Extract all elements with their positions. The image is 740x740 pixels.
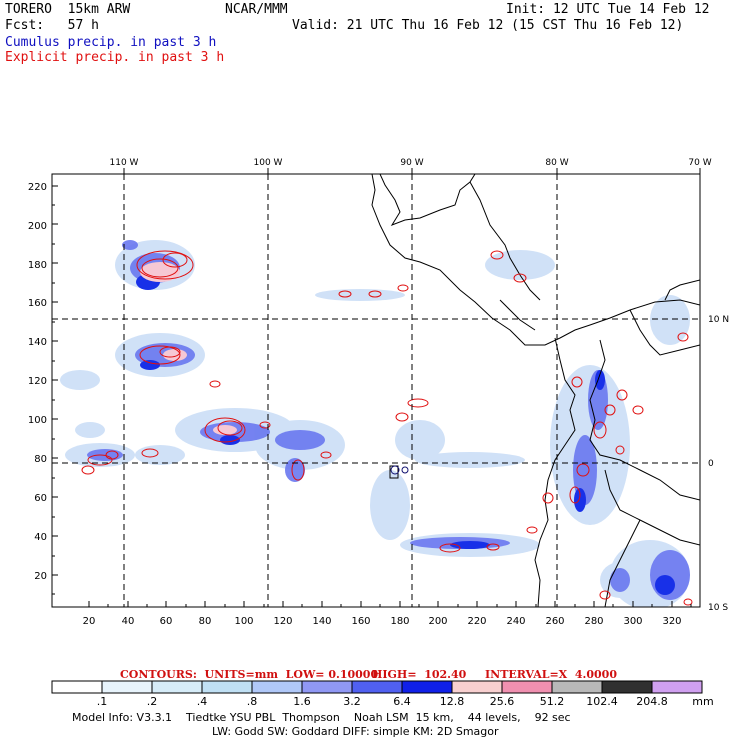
x-tick-label: 140 [312, 616, 331, 627]
x-tick-label: 20 [83, 616, 96, 627]
colorbar-label: 51.2 [539, 695, 565, 708]
colorbar-swatch [501, 680, 553, 694]
legend-cumulus: Cumulus precip. in past 3 h [5, 35, 217, 50]
legend-explicit: Explicit precip. in past 3 h [5, 50, 225, 65]
organization-label: NCAR/MMM [225, 2, 288, 17]
lat-label-10n: 10 N [708, 315, 729, 325]
y-tick-label: 160 [28, 298, 47, 309]
x-tick-label: 80 [199, 616, 212, 627]
colorbar-swatch [251, 680, 303, 694]
explicit-precip-contours [81, 250, 693, 606]
lon-label-80w: 80 W [545, 158, 568, 168]
colorbar-label: .4 [196, 695, 208, 708]
forecast-hour: Fcst: 57 h [5, 18, 99, 33]
y-tick-label: 180 [28, 260, 47, 271]
x-tick-label: 60 [160, 616, 173, 627]
x-tick-label: 220 [467, 616, 486, 627]
colorbar-swatch [301, 680, 353, 694]
y-tick-label: 100 [28, 415, 47, 426]
map-frame [51, 173, 701, 608]
colorbar-swatch [451, 680, 503, 694]
y-axis-ticks [52, 185, 58, 595]
x-tick-label: 300 [623, 616, 642, 627]
colorbar-swatch [51, 680, 103, 694]
lon-label-110w: 110 W [110, 158, 139, 168]
y-tick-label: 140 [28, 337, 47, 348]
colorbar [51, 680, 703, 694]
lon-label-90w: 90 W [400, 158, 423, 168]
x-tick-label: 280 [584, 616, 603, 627]
y-tick-label: 40 [34, 532, 47, 543]
y-tick-label: 80 [34, 454, 47, 465]
init-time: Init: 12 UTC Tue 14 Feb 12 [506, 2, 710, 17]
colorbar-label: 3.2 [343, 695, 361, 708]
colorbar-label: 1.6 [293, 695, 311, 708]
model-title: TORERO 15km ARW [5, 2, 131, 17]
colorbar-swatch [601, 680, 653, 694]
x-tick-label: 100 [234, 616, 253, 627]
colorbar-swatch [101, 680, 153, 694]
colorbar-label: 25.6 [489, 695, 515, 708]
contours-high: HIGH= 102.40 [372, 668, 467, 681]
colorbar-label: 102.4 [586, 695, 618, 708]
lat-lon-grid [52, 174, 700, 607]
colorbar-label: .2 [146, 695, 158, 708]
valid-time: Valid: 21 UTC Thu 16 Feb 12 (15 CST Thu … [292, 18, 684, 33]
y-tick-label: 200 [28, 221, 47, 232]
colorbar-swatch [151, 680, 203, 694]
lon-label-70w: 70 W [688, 158, 711, 168]
contours-units: CONTOURS: UNITS=mm LOW= 0.10000 [120, 668, 379, 681]
colorbar-label: 12.8 [439, 695, 465, 708]
colorbar-label: 6.4 [393, 695, 411, 708]
y-tick-label: 220 [28, 182, 47, 193]
x-tick-label: 40 [122, 616, 135, 627]
colorbar-swatch [551, 680, 603, 694]
precip-shading-heavy [136, 274, 675, 595]
x-tick-label: 120 [273, 616, 292, 627]
x-axis-ticks [88, 601, 692, 607]
lat-label-equator: 0 [708, 459, 714, 469]
x-tick-label: 160 [351, 616, 370, 627]
lat-label-10s: 10 S [708, 603, 728, 613]
colorbar-swatch [201, 680, 253, 694]
y-tick-label: 120 [28, 376, 47, 387]
x-tick-label: 180 [390, 616, 409, 627]
model-info: Model Info: V3.3.1 Tiedtke YSU PBL Thomp… [72, 711, 571, 724]
lon-label-100w: 100 W [254, 158, 283, 168]
model-physics: LW: Godd SW: Goddard DIFF: simple KM: 2D… [212, 725, 499, 738]
x-tick-label: 240 [506, 616, 525, 627]
coastlines [371, 174, 700, 607]
y-tick-label: 20 [34, 571, 47, 582]
colorbar-label: .1 [96, 695, 108, 708]
x-tick-label: 200 [428, 616, 447, 627]
colorbar-label: 204.8 [636, 695, 668, 708]
y-tick-label: 60 [34, 493, 47, 504]
contours-interval: INTERVAL=X 4.0000 [485, 668, 617, 681]
cumulus-precip-contours [390, 465, 409, 475]
colorbar-swatch [351, 680, 403, 694]
lon-ticks-top [123, 168, 701, 174]
colorbar-label: .8 [246, 695, 258, 708]
colorbar-units: mm [692, 695, 714, 708]
colorbar-swatch [401, 680, 453, 694]
colorbar-swatch [651, 680, 703, 694]
x-tick-label: 260 [545, 616, 564, 627]
x-tick-label: 320 [662, 616, 681, 627]
